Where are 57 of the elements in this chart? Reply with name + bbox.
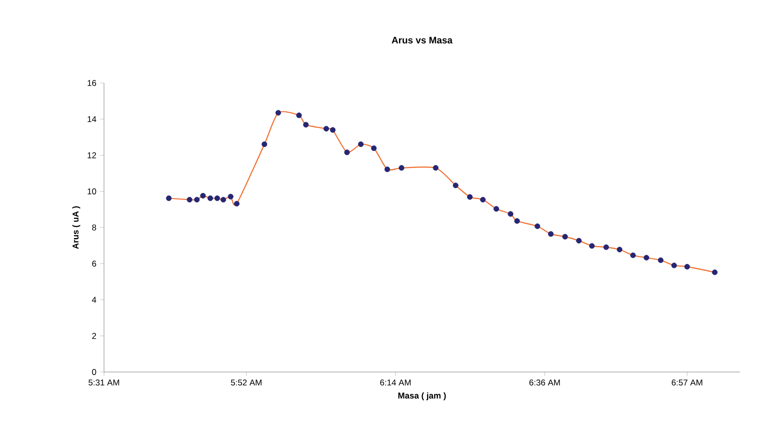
point (684, 264, 690, 270)
point (658, 257, 664, 263)
point (534, 223, 540, 230)
y-tick-label: 8 (92, 224, 96, 230)
point (603, 244, 609, 250)
point (166, 195, 172, 202)
x-tick-label: 6:36 AM (529, 380, 560, 386)
point (494, 206, 500, 212)
point (344, 150, 350, 156)
x-tick-label: 5:52 AM (230, 380, 262, 386)
point (589, 243, 595, 249)
y-axis-title: Arus ( uA ) (72, 206, 80, 249)
point (712, 270, 718, 276)
point (514, 218, 520, 224)
y-tick-label: 6 (92, 260, 96, 267)
point (208, 195, 214, 202)
point (200, 192, 206, 198)
point (432, 165, 438, 171)
point (330, 127, 336, 133)
point (220, 196, 226, 202)
point (630, 252, 636, 258)
point (186, 196, 192, 202)
point (323, 126, 330, 132)
y-tick-label: 12 (88, 152, 96, 158)
point (228, 194, 234, 200)
point (275, 110, 282, 116)
x-tick-label: 6:14 AM (380, 380, 411, 386)
point (548, 231, 554, 237)
point (398, 165, 404, 171)
y-tick-label: 2 (92, 332, 96, 339)
x-tick-label: 6:57 AM (672, 380, 702, 386)
point (467, 194, 473, 200)
y-tick-label: 0 (92, 369, 96, 375)
chart-title: Arus vs Masa (392, 36, 453, 44)
point (480, 196, 486, 202)
x-tick-label: 5:31 AM (88, 380, 120, 386)
y-tick-label: 16 (88, 80, 96, 86)
point (508, 211, 514, 217)
point (371, 145, 377, 151)
point (234, 200, 240, 206)
point (262, 141, 268, 148)
point (452, 182, 458, 188)
x-axis-title: Masa ( jam ) (398, 392, 446, 400)
y-tick-label: 4 (92, 296, 96, 303)
point (616, 246, 622, 252)
y-tick-label: 10 (88, 188, 96, 194)
point (644, 254, 650, 260)
point (358, 141, 364, 148)
point (576, 238, 582, 244)
point (214, 195, 220, 202)
point (303, 122, 309, 128)
point (194, 196, 200, 202)
y-tick-label: 14 (88, 116, 96, 122)
point (384, 166, 390, 172)
point (562, 234, 568, 240)
point (671, 262, 677, 268)
point (296, 112, 302, 118)
